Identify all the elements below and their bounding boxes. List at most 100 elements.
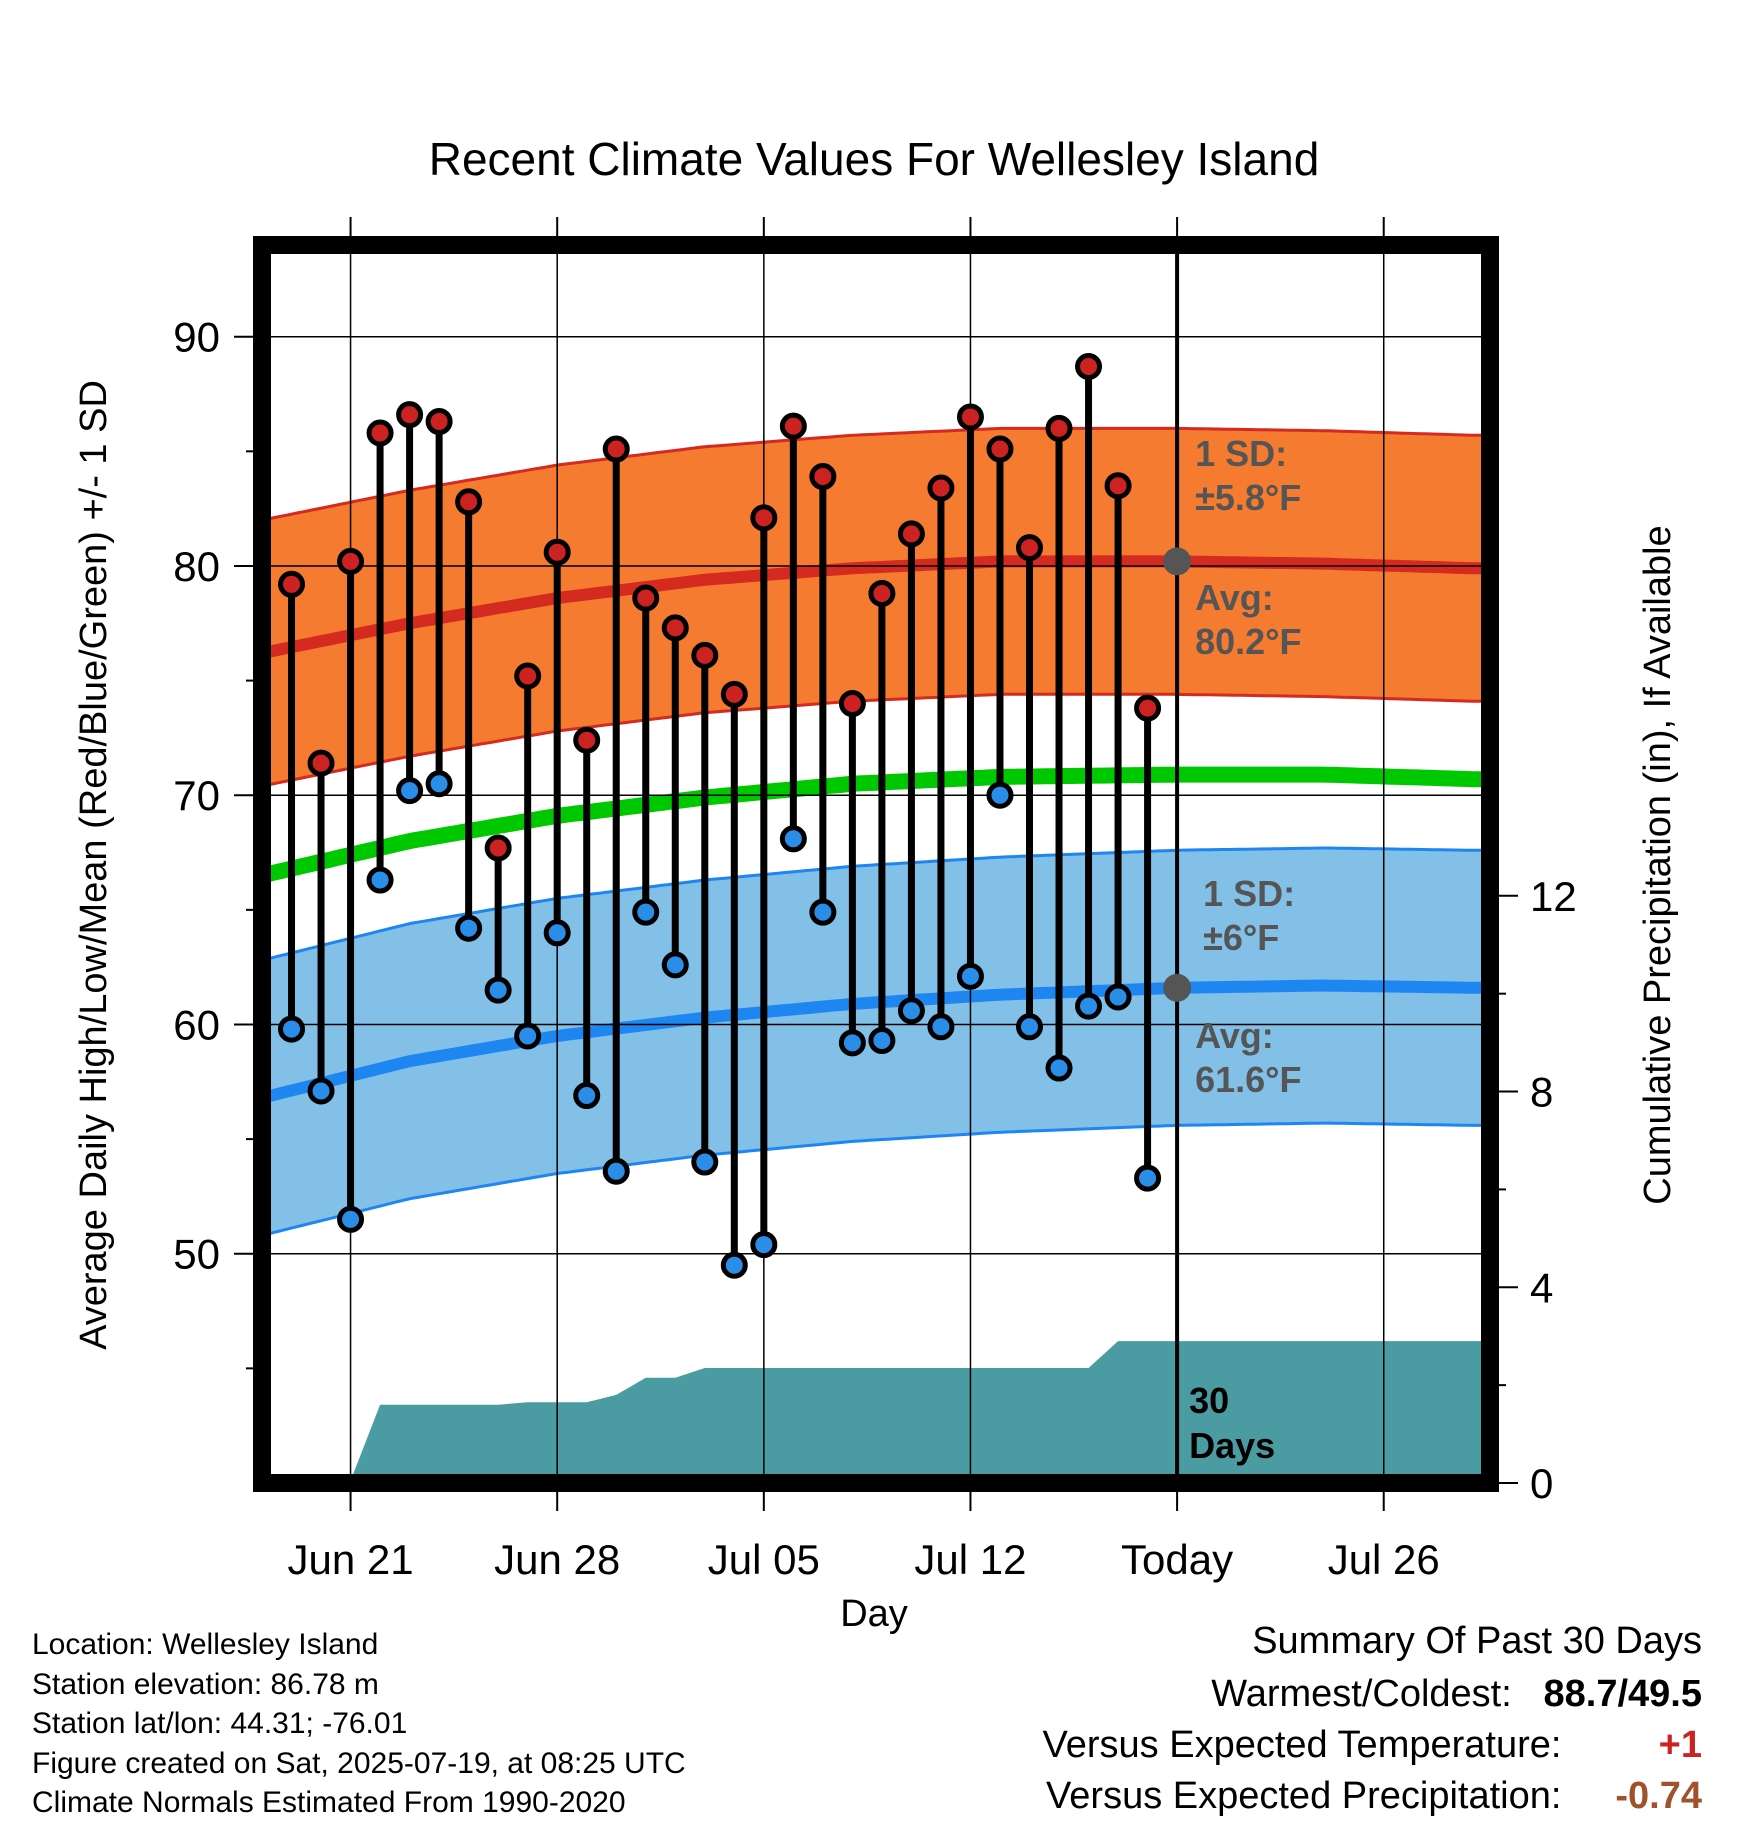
high-sd-band xyxy=(262,428,1490,787)
high-point xyxy=(602,435,630,463)
temp-value: +1 xyxy=(1658,1724,1702,1766)
sd-high-value: ±5.8°F xyxy=(1195,477,1301,518)
x-tick-label: Jun 21 xyxy=(288,1536,414,1583)
low-point xyxy=(543,919,571,947)
low-point xyxy=(455,914,483,942)
high-point xyxy=(1134,694,1162,722)
low-point xyxy=(307,1077,335,1105)
y2-tick-label: 0 xyxy=(1530,1460,1553,1507)
high-point xyxy=(750,504,778,532)
high-point xyxy=(720,680,748,708)
avg-high-label: Avg: xyxy=(1195,577,1274,618)
low-point xyxy=(337,1205,365,1233)
location-info: Location: Wellesley Island xyxy=(32,1628,379,1661)
high-point xyxy=(366,419,394,447)
high-point xyxy=(661,614,689,642)
warm-cold-label: Warmest/Coldest: xyxy=(1211,1673,1512,1715)
plot-border xyxy=(253,236,1499,1492)
precip-label: Versus Expected Precipitation: xyxy=(1046,1775,1562,1817)
y-tick-label: 90 xyxy=(173,314,220,361)
low-sd-lower-edge xyxy=(262,1121,1490,1237)
high-point xyxy=(1045,414,1073,442)
low-point xyxy=(632,898,660,926)
high-point xyxy=(337,547,365,575)
high-point xyxy=(1075,353,1103,381)
x-tick-label: Jul 05 xyxy=(708,1536,820,1583)
y-axis-label: Average Daily High/Low/Mean (Red/Blue/Gr… xyxy=(73,380,115,1350)
low-point xyxy=(897,997,925,1025)
low-point xyxy=(779,825,807,853)
daily-range-stems xyxy=(278,353,1162,1279)
high-point xyxy=(425,408,453,436)
low-point xyxy=(366,866,394,894)
y-tick-label: 80 xyxy=(173,543,220,590)
window-label-days: Days xyxy=(1189,1425,1275,1466)
normal-mean-line xyxy=(262,766,1490,884)
y2-tick-label: 4 xyxy=(1530,1264,1553,1311)
high-point xyxy=(573,726,601,754)
normal-high-line xyxy=(262,555,1490,660)
chart-title: Recent Climate Values For Wellesley Isla… xyxy=(429,133,1320,185)
avg-low-value: 61.6°F xyxy=(1195,1059,1301,1100)
station-latlon: Station lat/lon: 44.31; -76.01 xyxy=(32,1707,408,1740)
low-point xyxy=(514,1022,542,1050)
high-point xyxy=(632,584,660,612)
high-point xyxy=(868,579,896,607)
low-point xyxy=(1016,1013,1043,1041)
high-point xyxy=(484,834,512,862)
normal-low-line xyxy=(262,979,1490,1105)
temp-label: Versus Expected Temperature: xyxy=(1042,1724,1562,1766)
low-point xyxy=(661,951,689,979)
sd-low-label: 1 SD: xyxy=(1203,873,1295,914)
x-axis-label: Day xyxy=(840,1593,908,1635)
station-elevation: Station elevation: 86.78 m xyxy=(32,1668,379,1701)
low-point xyxy=(396,777,424,805)
y-tick-label: 60 xyxy=(173,1001,220,1048)
high-point xyxy=(897,520,925,548)
low-point xyxy=(573,1082,601,1110)
avg-high-value: 80.2°F xyxy=(1195,621,1301,662)
y2-axis-label: Cumulative Precipitation (in), If Availa… xyxy=(1637,525,1679,1204)
low-point xyxy=(484,976,512,1004)
precip-value: -0.74 xyxy=(1615,1775,1702,1817)
summary-temperature: Versus Expected Temperature: +1 xyxy=(1043,1724,1702,1767)
plot-frame xyxy=(253,236,1499,1492)
low-point xyxy=(956,962,984,990)
avg-high-dot xyxy=(1163,547,1192,576)
high-point xyxy=(514,662,542,690)
low-sd-upper-edge xyxy=(262,846,1490,962)
high-point xyxy=(927,474,955,502)
low-point xyxy=(809,898,837,926)
x-tick-label: Jun 28 xyxy=(494,1536,620,1583)
high-point xyxy=(838,690,866,718)
high-sd-lower-edge xyxy=(262,692,1490,788)
low-point xyxy=(750,1231,778,1259)
precipitation-area xyxy=(262,1341,1490,1483)
window-label-30: 30 xyxy=(1189,1380,1229,1421)
high-point xyxy=(455,488,483,516)
summary-precipitation: Versus Expected Precipitation: -0.74 xyxy=(1046,1775,1702,1818)
low-point xyxy=(1045,1054,1073,1082)
low-point xyxy=(1134,1164,1162,1192)
high-point xyxy=(307,749,335,777)
high-point xyxy=(543,538,571,566)
warmest-value: 88.7 xyxy=(1543,1673,1618,1715)
sd-low-value: ±6°F xyxy=(1203,917,1279,958)
high-point xyxy=(779,412,807,440)
coldest-value: 49.5 xyxy=(1628,1673,1702,1715)
y-tick-label: 50 xyxy=(173,1231,220,1278)
low-point xyxy=(602,1157,630,1185)
y2-tick-label: 12 xyxy=(1530,873,1577,920)
high-point xyxy=(278,570,306,598)
avg-low-label: Avg: xyxy=(1195,1015,1274,1056)
avg-low-dot xyxy=(1163,973,1192,1002)
high-point xyxy=(986,435,1014,463)
high-point xyxy=(691,641,719,669)
low-point xyxy=(425,770,453,798)
high-point xyxy=(956,403,984,431)
x-tick-label: Today xyxy=(1121,1536,1233,1583)
high-point xyxy=(1104,472,1132,500)
low-point xyxy=(1075,992,1103,1020)
